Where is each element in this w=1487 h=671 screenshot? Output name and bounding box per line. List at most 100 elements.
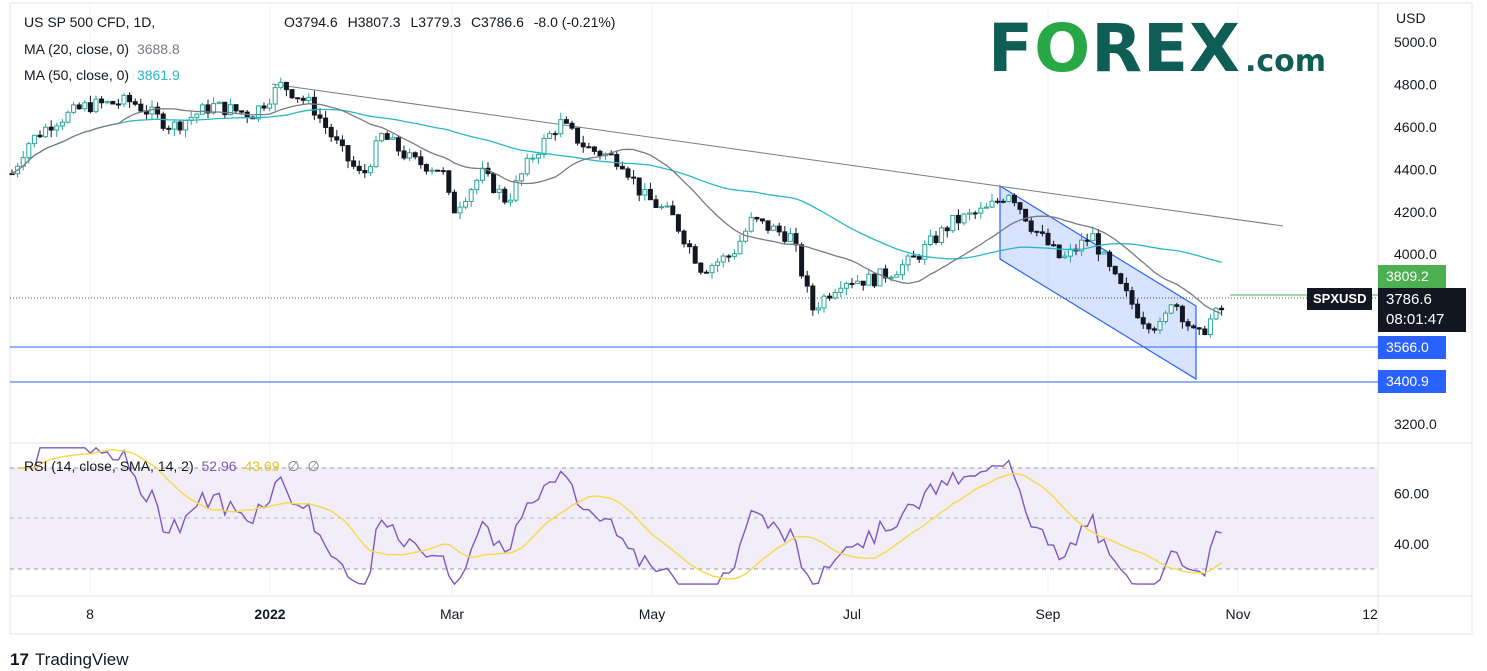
candle-body <box>155 106 161 115</box>
ma50-legend[interactable]: MA (50, close, 0) 3861.9 <box>24 67 184 83</box>
tradingview-logo-icon: 17 <box>10 650 29 669</box>
ohlc-open: O3794.6 <box>284 14 338 30</box>
ohlc-change: -8.0 (-0.21%) <box>533 14 616 30</box>
candle-body <box>1079 239 1085 252</box>
price-tick-label: 3200.0 <box>1394 416 1437 432</box>
candle-body <box>65 111 71 123</box>
candle-body <box>1151 328 1157 331</box>
candle-body <box>418 156 424 166</box>
candle-body <box>1045 232 1051 246</box>
candle-body <box>171 121 177 130</box>
candle-body <box>401 150 407 159</box>
time-tick-label: 8 <box>86 606 94 622</box>
candle-body <box>866 273 872 286</box>
level-tag-3400: 3400.9 <box>1378 370 1446 393</box>
rsi-line <box>17 446 1222 586</box>
candle-body <box>1163 312 1169 322</box>
candle-body <box>1207 318 1213 335</box>
candle-body <box>1084 239 1090 242</box>
candle-body <box>911 255 917 258</box>
price-tick-label: 5000.0 <box>1394 34 1437 50</box>
descending-channel[interactable] <box>999 184 1197 381</box>
candle-body <box>955 214 961 224</box>
candle-body <box>412 152 418 158</box>
trend-line[interactable] <box>271 83 1284 227</box>
candle-body <box>597 150 603 157</box>
candle-body <box>720 255 726 263</box>
price-tick-label: 4800.0 <box>1394 76 1437 92</box>
candle-body <box>558 119 564 135</box>
time-tick-label: Sep <box>1036 606 1061 622</box>
candle-body <box>317 114 323 119</box>
candle-body <box>216 101 222 105</box>
candle-body <box>569 122 575 129</box>
logo-letter-f: F <box>988 10 1035 87</box>
candle-body <box>1129 290 1135 305</box>
candle-body <box>995 200 1001 203</box>
ohlc-close: C3786.6 <box>470 14 524 30</box>
candle-body <box>552 133 558 136</box>
candle-body <box>367 166 373 174</box>
ma50-line <box>11 108 1222 264</box>
ohlc-readout: O3794.6 H3807.3 L3779.3 C3786.6 -8.0 (-0… <box>284 14 621 30</box>
logo-letters-rex: REX <box>1091 10 1241 87</box>
candle-body <box>99 98 105 104</box>
candle-body <box>961 213 967 224</box>
ma20-line <box>11 103 1222 315</box>
rsi-legend[interactable]: RSI (14, close, SMA, 14, 2) 52.96 43.69 … <box>24 458 324 475</box>
candle-body <box>759 218 765 222</box>
candle-body <box>323 117 329 128</box>
tradingview-brand[interactable]: 17 TradingView <box>10 650 128 670</box>
candle-body <box>423 164 429 172</box>
candle-body <box>356 165 362 172</box>
ma50-price-tag: 3809.2 <box>1378 265 1446 288</box>
rsi-sma-line <box>17 448 1222 580</box>
candle-body <box>944 227 950 232</box>
time-tick-label: 12 <box>1362 606 1378 622</box>
ohlc-low: L3779.3 <box>410 14 462 30</box>
candle-body <box>563 119 569 124</box>
candle-body <box>1006 194 1012 202</box>
candle-body <box>1101 251 1107 255</box>
candle-body <box>530 157 536 160</box>
ma20-label: MA (20, close, 0) <box>24 41 130 57</box>
candle-body <box>1179 305 1185 323</box>
candle-body <box>87 102 93 113</box>
candle-body <box>194 113 200 118</box>
candle-body <box>283 81 289 91</box>
candle-body <box>642 188 648 196</box>
candle-body <box>524 157 530 175</box>
candle-body <box>1017 202 1023 210</box>
candle-body <box>267 103 273 109</box>
rsi-tick-label: 40.00 <box>1394 536 1429 552</box>
candle-body <box>675 214 681 232</box>
rsi-axis: 60.00 40.00 <box>1394 485 1429 552</box>
candle-body <box>463 200 469 208</box>
candle-body <box>888 276 894 279</box>
candle-body <box>278 81 284 89</box>
candle-body <box>804 275 810 287</box>
candle-body <box>832 292 838 299</box>
candle-body <box>580 142 586 148</box>
candle-body <box>311 96 317 116</box>
candle-body <box>608 153 614 156</box>
level-tag-3566: 3566.0 <box>1378 336 1446 359</box>
candle-body <box>1011 194 1017 204</box>
candle-body <box>916 256 922 260</box>
tradingview-text: TradingView <box>34 650 129 669</box>
candle-body <box>754 216 760 220</box>
candle-body <box>1028 220 1034 232</box>
price-tick-label: 4000.0 <box>1394 246 1437 262</box>
candle-body <box>1034 230 1040 233</box>
candle-body <box>26 143 32 159</box>
candle-body <box>625 168 631 178</box>
symbol-tag: SPXUSD <box>1307 288 1373 310</box>
candle-body <box>922 244 928 260</box>
candle-body <box>703 271 709 274</box>
candle-body <box>1039 231 1045 234</box>
ma20-value: 3688.8 <box>136 41 180 57</box>
candle-body <box>1095 233 1101 255</box>
candle-body <box>1023 208 1029 222</box>
ma20-legend[interactable]: MA (20, close, 0) 3688.8 <box>24 41 184 57</box>
